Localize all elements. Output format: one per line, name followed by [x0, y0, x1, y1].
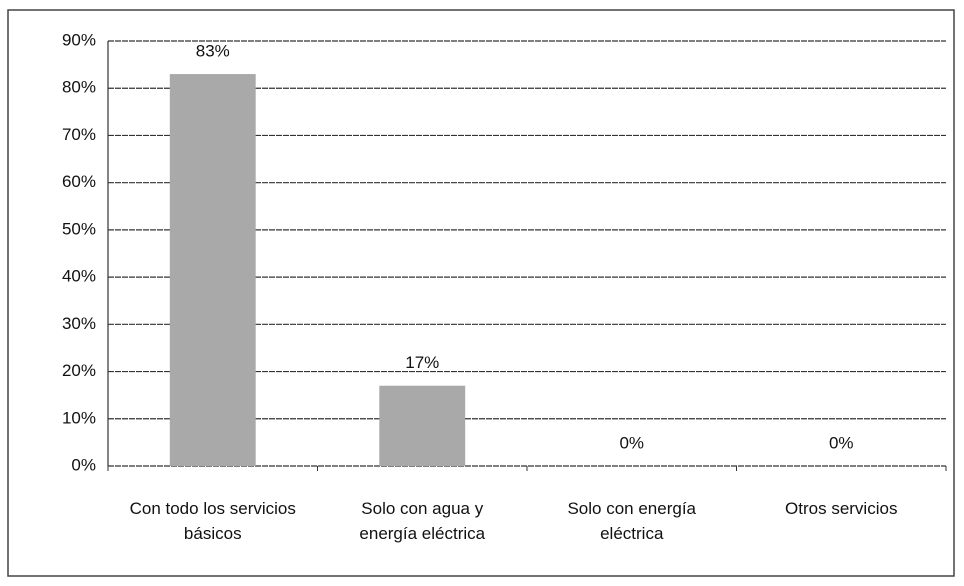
y-tick-label: 40% — [62, 267, 96, 286]
y-tick-label: 50% — [62, 219, 96, 238]
y-tick-label: 60% — [62, 172, 96, 191]
data-label: 83% — [196, 42, 230, 61]
x-tick-label: Solo con energía eléctrica — [567, 499, 697, 543]
y-tick-label: 20% — [62, 361, 96, 380]
y-tick-label: 0% — [71, 455, 96, 474]
bar — [169, 74, 256, 467]
y-tick-label: 80% — [62, 78, 96, 97]
y-tick-label: 10% — [62, 408, 96, 427]
x-tick-label: Solo con agua y energía eléctrica — [359, 499, 486, 543]
y-tick-label: 30% — [62, 314, 96, 333]
data-label: 0% — [619, 433, 644, 452]
data-label: 17% — [405, 353, 439, 372]
x-tick-label: Con todo los servicios básicos — [129, 499, 296, 543]
bar — [379, 385, 466, 466]
chart-frame — [7, 9, 955, 577]
y-tick-label: 90% — [62, 30, 96, 49]
x-tick-label: Otros servicios — [785, 499, 898, 518]
data-label: 0% — [829, 433, 854, 452]
y-tick-label: 70% — [62, 125, 96, 144]
